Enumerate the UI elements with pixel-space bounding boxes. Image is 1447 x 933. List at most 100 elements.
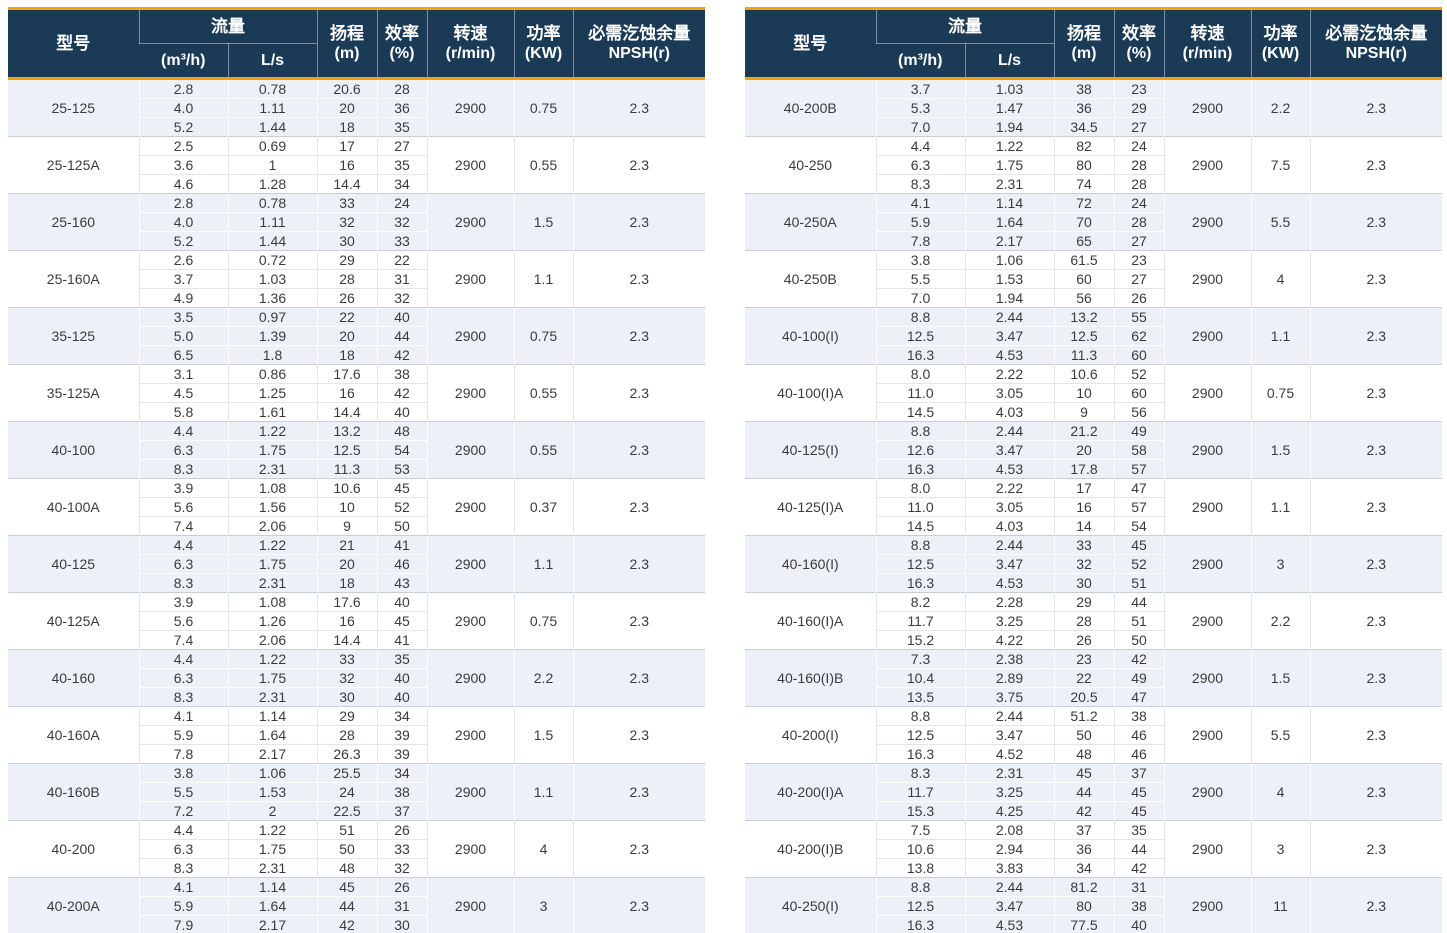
npsh-cell: 2.3 — [1309, 820, 1442, 878]
power-cell: 1.5 — [1250, 421, 1310, 479]
flow-ls-cell: 3.47 — [964, 440, 1054, 460]
flow-ls-cell: 1.22 — [964, 136, 1054, 156]
head-cell: 18 — [316, 573, 377, 593]
npsh-cell: 2.3 — [1309, 877, 1442, 933]
head-cell: 33 — [316, 193, 377, 213]
head-cell: 51 — [316, 820, 377, 840]
col-header-eff: 效率 (%) — [376, 8, 427, 79]
table-row: 4.5 1.25 16 42 — [8, 383, 705, 403]
model-cell: 40-160B — [46, 784, 100, 800]
head-cell: 65 — [1053, 231, 1114, 251]
eff-cell: 39 — [376, 744, 427, 764]
npsh-cell: 2.3 — [572, 877, 705, 933]
flow-m3h-cell: 4.5 — [138, 383, 228, 403]
head-cell: 36 — [1053, 98, 1114, 118]
flow-ls-cell: 1.75 — [227, 440, 317, 460]
flow-ls-cell: 2.31 — [964, 763, 1054, 783]
flow-ls-cell: 2.94 — [964, 839, 1054, 859]
model-cell: 40-250A — [783, 214, 837, 230]
flow-ls-cell: 1 — [227, 155, 317, 175]
power-cell: 0.37 — [513, 478, 573, 536]
npsh-cell: 2.3 — [1309, 307, 1442, 365]
col-header-power-unit: (KW) — [1261, 45, 1300, 63]
table-row: 5.0 1.39 20 44 — [8, 326, 705, 346]
model-group: 40-100(I)A 8.0 2.22 10.6 52 2900 0.75 2.3 11.0 3.… — [745, 364, 1442, 422]
table-row: 11.7 3.25 44 45 — [745, 782, 1442, 802]
flow-m3h-cell: 7.3 — [875, 649, 965, 669]
flow-ls-cell: 2.31 — [227, 687, 317, 707]
eff-cell: 40 — [376, 668, 427, 688]
table-row: 10.6 2.94 36 44 — [745, 839, 1442, 859]
model-group: 40-200(I)B 7.5 2.08 37 35 2900 3 2.3 10.6 2.94 36 4… — [745, 820, 1442, 878]
eff-cell: 34 — [376, 174, 427, 194]
table-row: 12.5 3.47 32 52 — [745, 554, 1442, 574]
eff-cell: 26 — [1113, 288, 1164, 308]
col-header-head-unit: (m) — [1071, 45, 1097, 63]
table-row: 40-125A 3.9 1.08 17.6 40 2900 0.75 2.3 — [8, 592, 705, 650]
flow-m3h-cell: 7.4 — [138, 516, 228, 536]
eff-cell: 27 — [376, 136, 427, 156]
table-row: 5.6 1.26 16 45 — [8, 611, 705, 631]
speed-cell: 2900 — [426, 193, 514, 251]
eff-cell: 22 — [376, 250, 427, 270]
col-header-flow-m3h-label: (m³/h) — [898, 51, 943, 69]
eff-cell: 35 — [376, 649, 427, 669]
head-cell: 10.6 — [316, 478, 377, 498]
table-row: 40-250 4.4 1.22 82 24 2900 7.5 2.3 — [745, 136, 1442, 194]
power-cell: 2.2 — [513, 649, 573, 707]
head-cell: 26 — [316, 288, 377, 308]
speed-cell: 2900 — [1163, 136, 1251, 194]
power-cell: 2.2 — [1250, 592, 1310, 650]
col-header-flow-m3h: (m³/h) — [139, 43, 228, 79]
col-header-speed-label: 转速 — [453, 23, 488, 43]
flow-ls-cell: 1.94 — [964, 288, 1054, 308]
table-row: 40-200 4.4 1.22 51 26 2900 4 2.3 — [8, 820, 705, 878]
col-header-flow: 流量 — [138, 8, 317, 44]
flow-ls-cell: 1.44 — [227, 117, 317, 137]
model-group: 40-100A 3.9 1.08 10.6 45 2900 0.37 2.3 5.6 1.56 10… — [8, 478, 705, 536]
flow-ls-cell: 3.05 — [964, 497, 1054, 517]
col-header-eff-unit: (%) — [389, 45, 415, 63]
head-cell: 17 — [1053, 478, 1114, 498]
table-row: 12.6 3.47 20 58 — [745, 440, 1442, 460]
flow-ls-cell: 2.28 — [964, 592, 1054, 612]
flow-m3h-cell: 7.8 — [138, 744, 228, 764]
model-cell: 40-200(I) — [781, 727, 839, 743]
col-header-eff-label: 效率 — [385, 23, 419, 43]
eff-cell: 46 — [1113, 725, 1164, 745]
flow-ls-cell: 3.25 — [964, 611, 1054, 631]
flow-ls-cell: 4.53 — [964, 915, 1054, 933]
table-row: 25-125 2.8 0.78 20.6 28 2900 0.75 2.3 — [8, 78, 705, 137]
flow-ls-cell: 1.75 — [227, 668, 317, 688]
eff-cell: 40 — [376, 592, 427, 612]
flow-ls-cell: 2.44 — [964, 307, 1054, 327]
table-row: 7.2 2 22.5 37 — [8, 801, 705, 821]
flow-m3h-cell: 3.7 — [875, 78, 965, 99]
flow-m3h-cell: 4.0 — [138, 98, 228, 118]
eff-cell: 46 — [1113, 744, 1164, 764]
head-cell: 77.5 — [1053, 915, 1114, 933]
flow-m3h-cell: 7.8 — [875, 231, 965, 251]
eff-cell: 24 — [1113, 136, 1164, 156]
model-cell: 40-250 — [788, 157, 833, 173]
flow-ls-cell: 3.47 — [964, 326, 1054, 346]
speed-cell: 2900 — [426, 478, 514, 536]
model-cell: 40-160A — [46, 727, 100, 743]
flow-m3h-cell: 11.0 — [875, 497, 965, 517]
head-cell: 16 — [316, 611, 377, 631]
flow-m3h-cell: 4.4 — [138, 820, 228, 840]
speed-cell: 2900 — [1163, 763, 1251, 821]
flow-m3h-cell: 4.4 — [875, 136, 965, 156]
table-row: 40-160 4.4 1.22 33 35 2900 2.2 2.3 — [8, 649, 705, 707]
head-cell: 10 — [316, 497, 377, 517]
flow-ls-cell: 2.44 — [964, 706, 1054, 726]
eff-cell: 28 — [376, 78, 427, 99]
head-cell: 12.5 — [316, 440, 377, 460]
eff-cell: 37 — [376, 801, 427, 821]
model-group: 40-160(I)A 8.2 2.28 29 44 2900 2.2 2.3 11.7 3.25 2… — [745, 592, 1442, 650]
col-header-flow-label: 流量 — [211, 16, 245, 36]
flow-m3h-cell: 8.8 — [875, 421, 965, 441]
speed-cell: 2900 — [1163, 820, 1251, 878]
head-cell: 17.6 — [316, 592, 377, 612]
npsh-cell: 2.3 — [572, 763, 705, 821]
